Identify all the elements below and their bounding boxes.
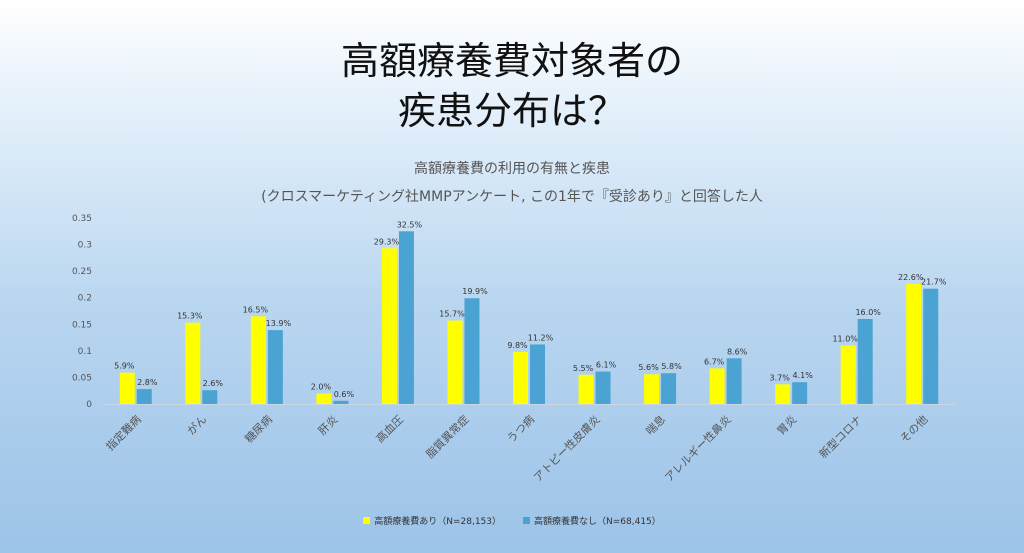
x-tick-label: 喘息: [643, 412, 668, 437]
y-tick-label: 0.35: [72, 214, 92, 224]
data-label-series-2: 2.8%: [137, 378, 158, 387]
y-tick-label: 0.25: [72, 267, 92, 277]
data-label-series-2: 8.6%: [727, 347, 748, 356]
bar-series-2: [333, 400, 349, 404]
data-label-series-1: 22.6%: [898, 273, 924, 282]
y-tick-label: 0.15: [72, 320, 92, 330]
legend-swatch-series-2: [523, 517, 530, 524]
data-label-series-1: 16.5%: [243, 305, 269, 314]
data-label-series-1: 6.7%: [704, 357, 725, 366]
y-tick-label: 0.1: [78, 347, 92, 357]
bar-series-1: [840, 345, 856, 404]
slide-title-line1: 高額療養費対象者の: [340, 39, 683, 83]
x-tick-label: 胃炎: [775, 413, 800, 438]
data-label-series-2: 4.1%: [792, 371, 813, 380]
bar-series-2: [464, 298, 480, 404]
bar-series-2: [792, 382, 808, 404]
x-tick-label: 脂質異常症: [423, 412, 472, 461]
bar-series-2: [530, 344, 545, 404]
bar-series-2: [595, 371, 611, 404]
bar-series-1: [906, 283, 922, 404]
y-tick-label: 0.2: [78, 294, 92, 304]
data-label-series-2: 2.6%: [203, 379, 224, 388]
data-label-series-2: 19.9%: [462, 287, 488, 296]
chart-title: 高額療養費の利用の有無と疾患: [414, 161, 610, 177]
data-label-series-2: 11.2%: [528, 333, 554, 342]
data-label-series-2: 16.0%: [855, 308, 881, 317]
bar-series-2: [136, 389, 152, 404]
bar-series-1: [316, 393, 332, 404]
x-tick-label: 指定難病: [103, 412, 144, 453]
y-tick-label: 0.3: [78, 241, 92, 251]
bar-series-1: [250, 316, 266, 404]
x-tick-label: うつ病: [504, 412, 537, 445]
x-tick-label: 肝炎: [316, 413, 341, 438]
bar-series-1: [381, 248, 397, 404]
x-tick-label: 糖尿病: [242, 412, 275, 445]
bar-series-1: [775, 384, 791, 404]
data-label-series-1: 2.0%: [311, 382, 332, 391]
bar-series-1: [447, 320, 463, 404]
bar-series-1: [185, 322, 201, 404]
x-tick-label: その他: [898, 413, 931, 446]
slide-title-line2: 疾患分布は？: [397, 89, 626, 133]
data-label-series-1: 5.5%: [573, 364, 594, 373]
chart-subtitle: (クロスマーケティング社MMPアンケート, この1年で『受診あり』と回答した人: [261, 189, 763, 205]
legend-item-series-1: 高額療養費あり（N=28,153）: [363, 514, 501, 527]
data-label-series-2: 5.8%: [661, 362, 682, 371]
y-tick-label: 0: [86, 400, 92, 410]
data-label-series-1: 15.3%: [177, 312, 203, 321]
bar-series-1: [119, 372, 135, 404]
data-label-series-1: 9.8%: [507, 341, 528, 350]
bar-series-1: [578, 374, 594, 404]
bar-series-2: [267, 330, 283, 404]
data-label-series-2: 0.6%: [334, 390, 355, 399]
slide-title: 高額療養費対象者の 疾患分布は？: [0, 36, 1024, 136]
bar-series-1: [644, 374, 660, 404]
data-label-series-1: 5.9%: [114, 362, 135, 371]
data-label-series-1: 29.3%: [374, 237, 400, 246]
chart-legend: 高額療養費あり（N=28,153） 高額療養費なし（N=68,415）: [0, 514, 1024, 527]
legend-item-series-2: 高額療養費なし（N=68,415）: [523, 514, 661, 527]
bar-series-1: [709, 368, 725, 404]
legend-label-series-1: 高額療養費あり（N=28,153）: [374, 517, 501, 527]
y-tick-label: 0.05: [72, 373, 92, 383]
data-label-series-1: 11.0%: [832, 335, 858, 344]
data-label-series-2: 32.5%: [397, 220, 423, 229]
x-tick-label: 高血圧: [373, 412, 406, 445]
data-label-series-2: 13.9%: [266, 319, 292, 328]
data-label-series-1: 5.6%: [638, 363, 659, 372]
bar-series-2: [398, 231, 414, 404]
data-label-series-2: 6.1%: [596, 361, 617, 370]
data-label-series-1: 3.7%: [769, 373, 790, 382]
bar-series-2: [923, 288, 939, 404]
bar-series-2: [661, 373, 677, 404]
x-tick-label: アレルギー性鼻炎: [662, 412, 734, 484]
data-label-series-2: 21.7%: [921, 278, 947, 287]
bar-series-2: [726, 358, 742, 404]
data-label-series-1: 15.7%: [439, 310, 465, 319]
bar-series-2: [202, 390, 218, 404]
bar-series-2: [857, 318, 873, 404]
legend-swatch-series-1: [363, 517, 371, 524]
legend-label-series-2: 高額療養費なし（N=68,415）: [534, 517, 661, 527]
x-tick-label: アトピー性皮膚炎: [531, 412, 603, 484]
x-tick-label: がん: [184, 412, 209, 437]
bar-series-1: [513, 351, 528, 404]
x-tick-label: 新型コロナ: [816, 412, 865, 461]
